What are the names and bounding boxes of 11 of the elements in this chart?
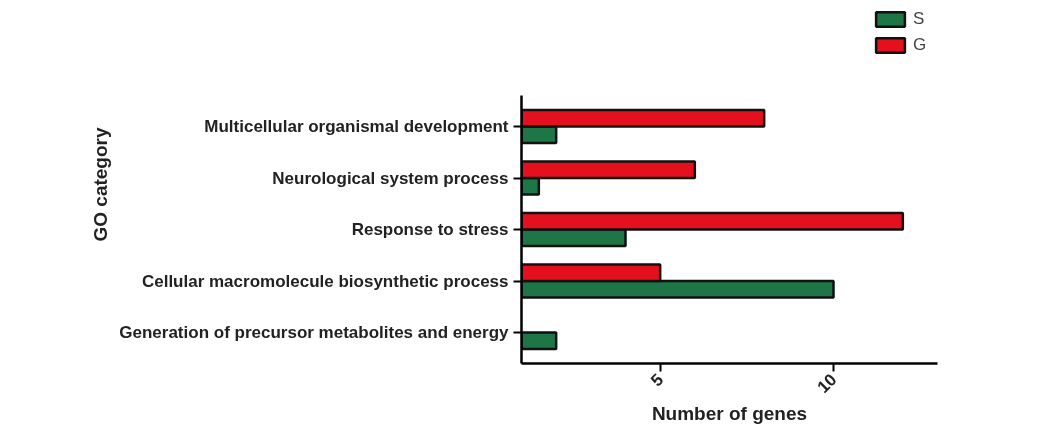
y-tick-label: Generation of precursor metabolites and energy [119,323,510,343]
y-axis-title: GO category [90,127,112,242]
y-tick-label: Multicellular organismal development [204,117,509,137]
legend-label: G [913,35,928,55]
legend-label: S [913,9,926,29]
y-tick-label: Response to stress [351,220,509,240]
x-axis-title: Number of genes [651,403,808,425]
x-tick-label: 10 [813,370,841,397]
y-tick-label: Neurological system process [272,168,509,188]
y-tick-label: Cellular macromolecule biosynthetic process [141,271,509,291]
x-tick-label: 5 [647,370,668,391]
